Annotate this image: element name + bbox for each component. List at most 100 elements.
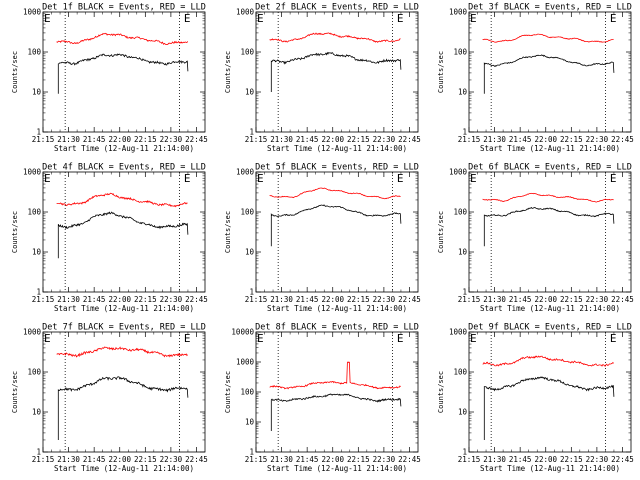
e-marker-label: E bbox=[610, 172, 617, 185]
x-tick-label: 22:15 bbox=[347, 135, 370, 144]
y-tick-label: 10 bbox=[32, 248, 42, 257]
x-tick-label: 21:30 bbox=[270, 455, 293, 464]
e-marker-label: E bbox=[397, 332, 404, 345]
series-line-events bbox=[57, 211, 189, 259]
y-tick-label: 1 bbox=[36, 448, 41, 457]
x-tick-label: 22:45 bbox=[398, 295, 421, 304]
x-tick-label: 22:30 bbox=[586, 295, 609, 304]
x-tick-label: 22:30 bbox=[160, 295, 183, 304]
series-line-lld bbox=[482, 355, 614, 367]
x-axis-title: Start Time (12-Aug-11 21:14:00) bbox=[54, 304, 194, 313]
y-tick-label: 1 bbox=[249, 128, 254, 137]
panel-det-8: Det 8f BLACK = Events, RED = LLD 1 10 100 10… bbox=[224, 323, 421, 474]
x-tick-label: 22:00 bbox=[108, 295, 131, 304]
x-axis-title: Start Time (12-Aug-11 21:14:00) bbox=[54, 464, 194, 473]
x-tick-label: 22:45 bbox=[611, 455, 634, 464]
x-tick-label: 21:30 bbox=[483, 295, 506, 304]
y-tick-label: 1000 bbox=[23, 328, 42, 337]
x-axis-title: Start Time (12-Aug-11 21:14:00) bbox=[267, 144, 407, 153]
y-tick-label: 10 bbox=[458, 248, 468, 257]
x-axis-title: Start Time (12-Aug-11 21:14:00) bbox=[54, 144, 194, 153]
y-tick-label: 1 bbox=[462, 128, 467, 137]
e-marker-label: E bbox=[470, 172, 477, 185]
x-tick-label: 22:45 bbox=[185, 295, 208, 304]
panel-det-1: Det 1f BLACK = Events, RED = LLD 1 10 100 10… bbox=[11, 3, 208, 154]
x-tick-label: 22:00 bbox=[534, 135, 557, 144]
x-tick-label: 21:15 bbox=[458, 135, 481, 144]
y-axis-title: Counts/sec bbox=[11, 211, 19, 253]
x-tick-label: 21:30 bbox=[270, 295, 293, 304]
e-marker-label: E bbox=[184, 332, 191, 345]
y-tick-label: 1000 bbox=[236, 8, 255, 17]
x-tick-label: 22:15 bbox=[134, 295, 157, 304]
x-axis-title: Start Time (12-Aug-11 21:14:00) bbox=[480, 304, 620, 313]
y-tick-label: 1000 bbox=[236, 168, 255, 177]
y-axis-title: Counts/sec bbox=[11, 51, 19, 93]
x-tick-label: 22:30 bbox=[586, 455, 609, 464]
panel-det-4: Det 4f BLACK = Events, RED = LLD 1 10 100 10… bbox=[11, 163, 208, 314]
x-tick-label: 22:45 bbox=[611, 135, 634, 144]
series-line-lld bbox=[56, 32, 188, 46]
y-tick-label: 10 bbox=[32, 408, 42, 417]
y-tick-label: 10 bbox=[458, 88, 468, 97]
x-tick-label: 22:45 bbox=[398, 455, 421, 464]
panel-title: Det 1f BLACK = Events, RED = LLD bbox=[42, 3, 206, 13]
x-tick-label: 22:30 bbox=[586, 135, 609, 144]
x-tick-label: 21:30 bbox=[57, 295, 80, 304]
x-tick-label: 22:45 bbox=[185, 135, 208, 144]
y-axis-title: Counts/sec bbox=[437, 211, 445, 253]
e-marker-label: E bbox=[397, 172, 404, 185]
x-tick-label: 22:15 bbox=[560, 455, 583, 464]
e-marker-label: E bbox=[610, 12, 617, 25]
e-marker-label: E bbox=[184, 172, 191, 185]
y-axis-title: Counts/sec bbox=[224, 211, 232, 253]
panel-det-5: Det 5f BLACK = Events, RED = LLD 1 10 100 10… bbox=[224, 163, 421, 314]
panel-title: Det 9f BLACK = Events, RED = LLD bbox=[468, 323, 632, 333]
x-tick-label: 22:15 bbox=[347, 295, 370, 304]
series-line-lld bbox=[56, 192, 188, 208]
panel-title: Det 3f BLACK = Events, RED = LLD bbox=[468, 3, 632, 13]
y-tick-label: 100 bbox=[240, 48, 254, 57]
series-line-events bbox=[57, 53, 189, 94]
x-tick-label: 21:30 bbox=[270, 135, 293, 144]
x-tick-label: 22:30 bbox=[373, 295, 396, 304]
x-tick-label: 22:15 bbox=[560, 295, 583, 304]
x-tick-label: 21:15 bbox=[32, 455, 55, 464]
series-line-events bbox=[270, 51, 402, 92]
x-tick-label: 21:15 bbox=[458, 295, 481, 304]
x-tick-label: 22:15 bbox=[134, 135, 157, 144]
series-line-events bbox=[483, 206, 615, 247]
x-tick-label: 22:45 bbox=[398, 135, 421, 144]
x-tick-label: 21:30 bbox=[57, 135, 80, 144]
y-tick-label: 1 bbox=[36, 128, 41, 137]
x-tick-label: 21:45 bbox=[83, 295, 106, 304]
y-tick-label: 100 bbox=[27, 48, 41, 57]
x-axis-title: Start Time (12-Aug-11 21:14:00) bbox=[480, 464, 620, 473]
series-line-lld bbox=[269, 361, 401, 390]
x-tick-label: 21:30 bbox=[483, 135, 506, 144]
series-line-lld bbox=[56, 346, 188, 358]
y-tick-label: 1000 bbox=[236, 358, 255, 367]
x-tick-label: 22:15 bbox=[560, 135, 583, 144]
panel-title: Det 2f BLACK = Events, RED = LLD bbox=[255, 3, 419, 13]
e-marker-label: E bbox=[397, 12, 404, 25]
y-tick-label: 100 bbox=[240, 208, 254, 217]
series-line-lld bbox=[269, 32, 401, 43]
x-tick-label: 21:30 bbox=[483, 455, 506, 464]
x-tick-label: 21:45 bbox=[296, 455, 319, 464]
e-marker-label: E bbox=[470, 332, 477, 345]
plot-frame bbox=[468, 331, 632, 453]
y-tick-label: 100 bbox=[27, 208, 41, 217]
e-marker-label: E bbox=[44, 12, 51, 25]
x-tick-label: 22:00 bbox=[108, 455, 131, 464]
x-tick-label: 22:00 bbox=[534, 295, 557, 304]
x-tick-label: 21:45 bbox=[296, 295, 319, 304]
series-line-events bbox=[57, 376, 189, 440]
x-tick-label: 22:30 bbox=[160, 455, 183, 464]
panel-det-3: Det 3f BLACK = Events, RED = LLD 1 10 100 10… bbox=[437, 3, 634, 154]
x-tick-label: 22:00 bbox=[321, 455, 344, 464]
x-tick-label: 22:30 bbox=[373, 455, 396, 464]
y-axis-title: Counts/sec bbox=[437, 51, 445, 93]
